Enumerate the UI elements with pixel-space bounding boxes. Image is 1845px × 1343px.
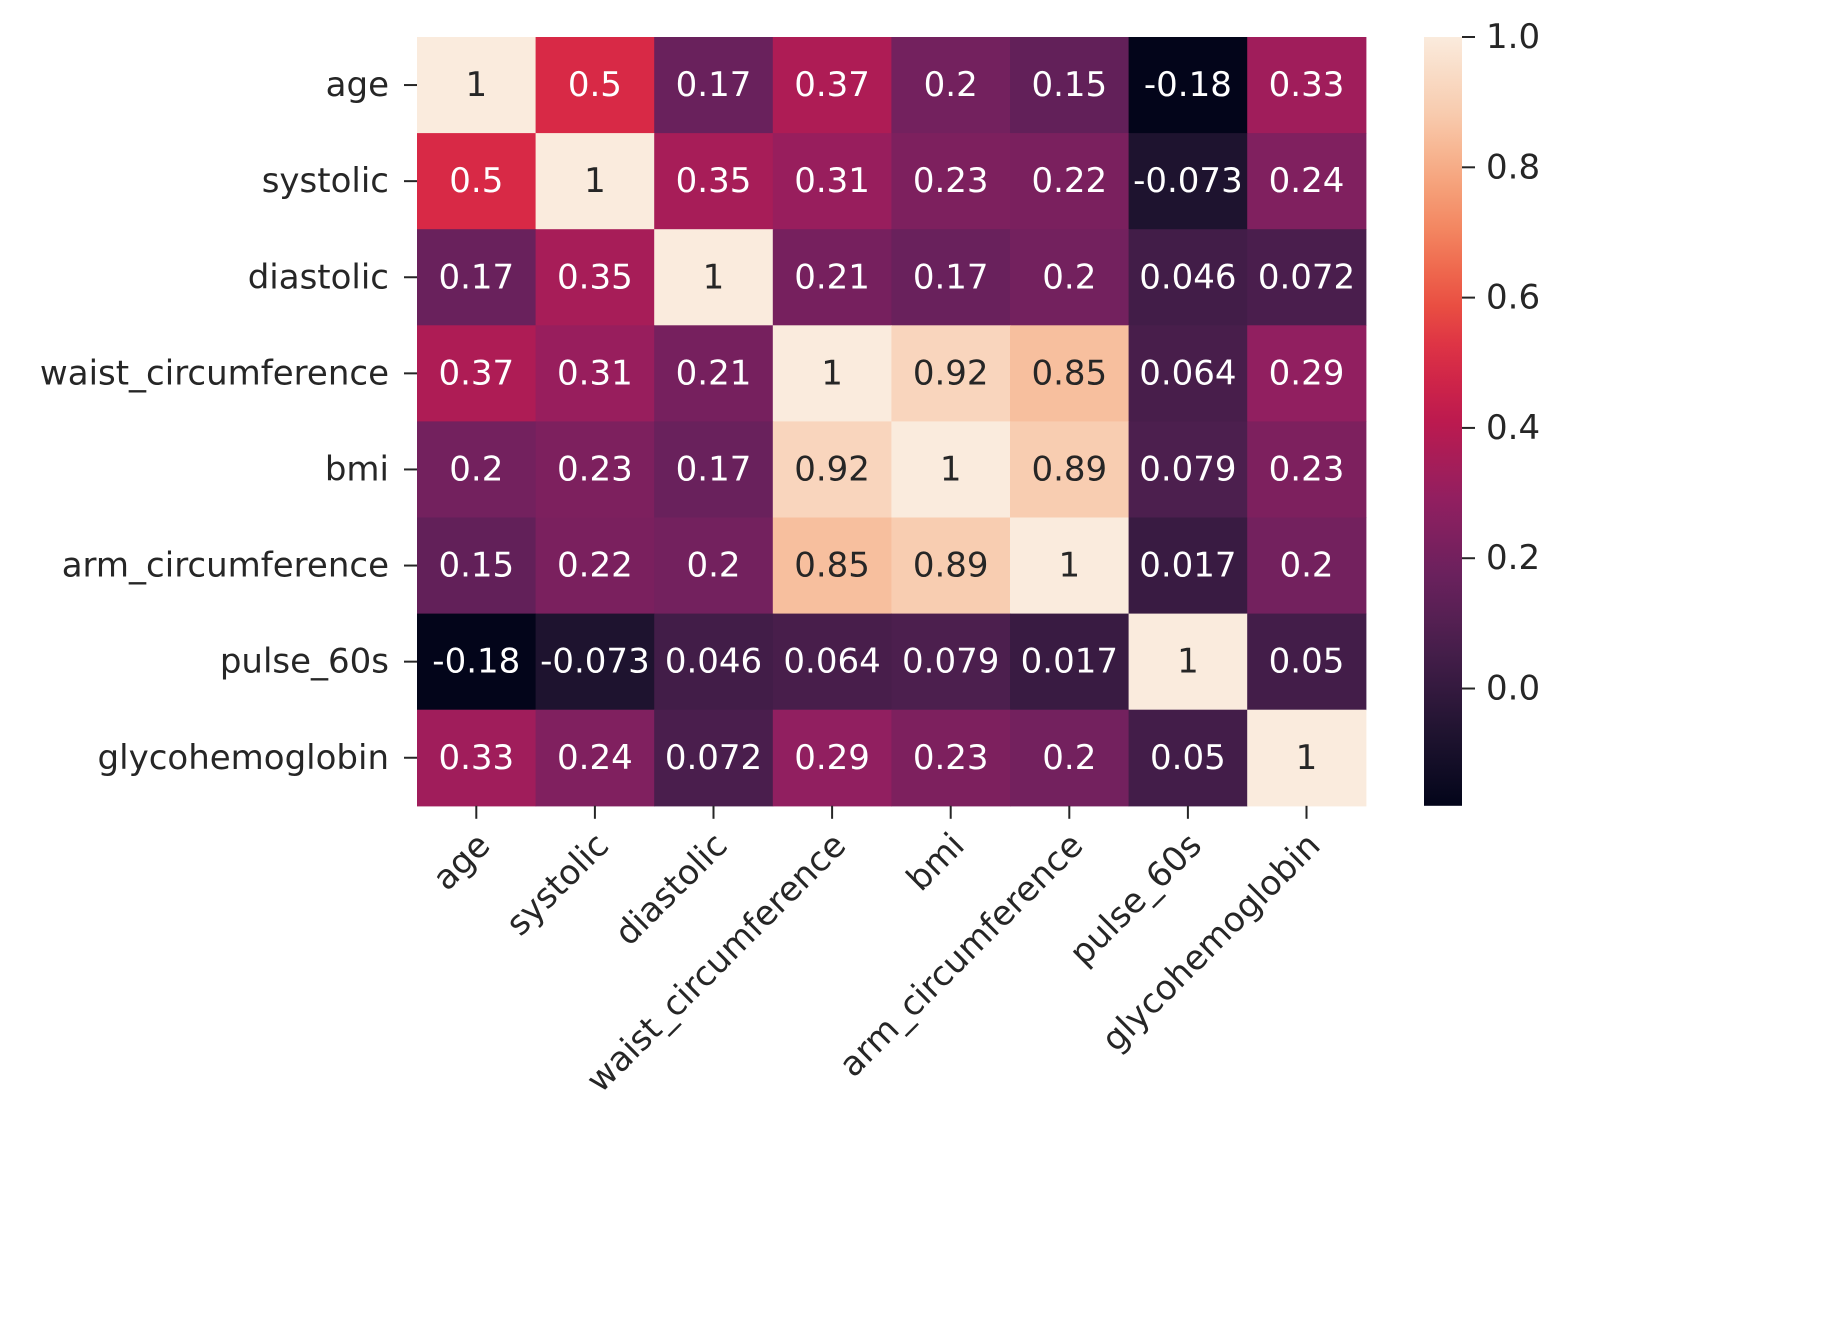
- cell-value-label: 0.05: [1269, 642, 1345, 682]
- cell-value-label: 1: [703, 257, 725, 297]
- cell-value-label: 0.017: [1021, 642, 1118, 682]
- cell-value-label: -0.073: [1133, 161, 1243, 201]
- cell-value-label: -0.073: [540, 642, 650, 682]
- cell-value-label: 0.92: [913, 353, 989, 393]
- cell-value-label: 0.2: [686, 546, 740, 586]
- cell-value-label: 0.29: [1269, 353, 1345, 393]
- cell-value-label: 0.31: [794, 161, 870, 201]
- cell-value-label: 0.17: [438, 257, 514, 297]
- colorbar-tick-label: 0.4: [1486, 408, 1540, 448]
- cell-value-label: 0.89: [913, 546, 989, 586]
- cell-value-label: 0.17: [676, 65, 752, 105]
- cell-value-label: 0.35: [676, 161, 752, 201]
- cell-value-label: 0.2: [449, 449, 503, 489]
- y-tick-label: diastolic: [248, 257, 389, 297]
- cell-value-label: 0.2: [1042, 257, 1096, 297]
- cell-value-label: 0.5: [449, 161, 503, 201]
- x-tick-label: glycohemoglobin: [1094, 825, 1328, 1059]
- cell-value-label: 1: [1177, 642, 1199, 682]
- colorbar-tick-label: 0.2: [1486, 538, 1540, 578]
- y-tick-label: age: [326, 65, 389, 105]
- cell-value-label: 0.072: [1258, 257, 1355, 297]
- cell-value-label: 0.24: [1269, 161, 1345, 201]
- cell-value-label: 0.17: [913, 257, 989, 297]
- cell-value-label: 0.37: [438, 353, 514, 393]
- cell-value-label: -0.18: [432, 642, 520, 682]
- y-axis: age systolic diastolic waist_circumferenceb…: [40, 65, 417, 778]
- colorbar-tick-label: 0.8: [1486, 147, 1540, 187]
- y-tick-label: arm_circumference: [62, 546, 389, 586]
- y-tick-label: bmi: [325, 449, 389, 489]
- cell-value-label: 0.21: [676, 353, 752, 393]
- cell-value-label: 0.064: [783, 642, 880, 682]
- y-tick-label: waist_circumference: [40, 353, 389, 393]
- x-tick-label: bmi: [899, 825, 973, 899]
- cell-value-label: 0.22: [1031, 161, 1107, 201]
- colorbar-gradient: [1424, 37, 1462, 806]
- colorbar-tick-label: 0.0: [1486, 669, 1540, 709]
- cell-value-label: 0.21: [794, 257, 870, 297]
- cell-value-label: 0.22: [557, 546, 633, 586]
- cell-value-label: 1: [584, 161, 606, 201]
- cell-value-label: 1: [1296, 738, 1318, 778]
- cell-value-label: 0.2: [1042, 738, 1096, 778]
- cell-value-label: 0.15: [1031, 65, 1107, 105]
- cell-value-label: 0.85: [1031, 353, 1107, 393]
- cell-value-label: 0.064: [1139, 353, 1236, 393]
- cell-value-label: 0.29: [794, 738, 870, 778]
- cell-value-label: 1: [940, 449, 962, 489]
- cell-value-label: 0.23: [913, 738, 989, 778]
- cell-value-label: 1: [465, 65, 487, 105]
- y-tick-label: glycohemoglobin: [98, 738, 389, 778]
- cell-value-label: 0.079: [902, 642, 999, 682]
- colorbar-tick-label: 0.6: [1486, 278, 1540, 318]
- cell-value-label: 0.17: [676, 449, 752, 489]
- cell-value-label: 0.2: [924, 65, 978, 105]
- cell-value-label: 0.24: [557, 738, 633, 778]
- cell-value-label: 0.92: [794, 449, 870, 489]
- cell-value-label: 0.072: [665, 738, 762, 778]
- y-tick-label: systolic: [262, 161, 389, 201]
- cell-value-label: 1: [1058, 546, 1080, 586]
- heatmap-cells: [417, 37, 1366, 806]
- cell-value-label: 0.23: [557, 449, 633, 489]
- cell-value-label: -0.18: [1144, 65, 1232, 105]
- cell-value-label: 0.89: [1031, 449, 1107, 489]
- cell-value-label: 0.15: [438, 546, 514, 586]
- cell-value-label: 0.017: [1139, 546, 1236, 586]
- cell-value-label: 0.35: [557, 257, 633, 297]
- y-tick-label: pulse_60s: [220, 642, 389, 682]
- colorbar-tick-label: 1.0: [1486, 17, 1540, 57]
- cell-value-label: 0.23: [913, 161, 989, 201]
- cell-value-label: 0.23: [1269, 449, 1345, 489]
- cell-value-label: 0.33: [438, 738, 514, 778]
- cell-value-label: 0.85: [794, 546, 870, 586]
- cell-value-label: 0.046: [1139, 257, 1236, 297]
- cell-value-label: 0.05: [1150, 738, 1226, 778]
- cell-value-label: 0.31: [557, 353, 633, 393]
- cell-value-label: 0.37: [794, 65, 870, 105]
- cell-value-label: 1: [821, 353, 843, 393]
- x-tick-label: systolic: [499, 825, 617, 943]
- cell-value-label: 0.046: [665, 642, 762, 682]
- cell-value-label: 0.5: [568, 65, 622, 105]
- x-tick-label: age: [425, 825, 498, 898]
- cell-value-label: 0.079: [1139, 449, 1236, 489]
- colorbar: 0.0 0.2 0.4 0.6 0.8 1.0: [1424, 17, 1540, 806]
- cell-value-label: 0.33: [1269, 65, 1345, 105]
- cell-value-label: 0.2: [1279, 546, 1333, 586]
